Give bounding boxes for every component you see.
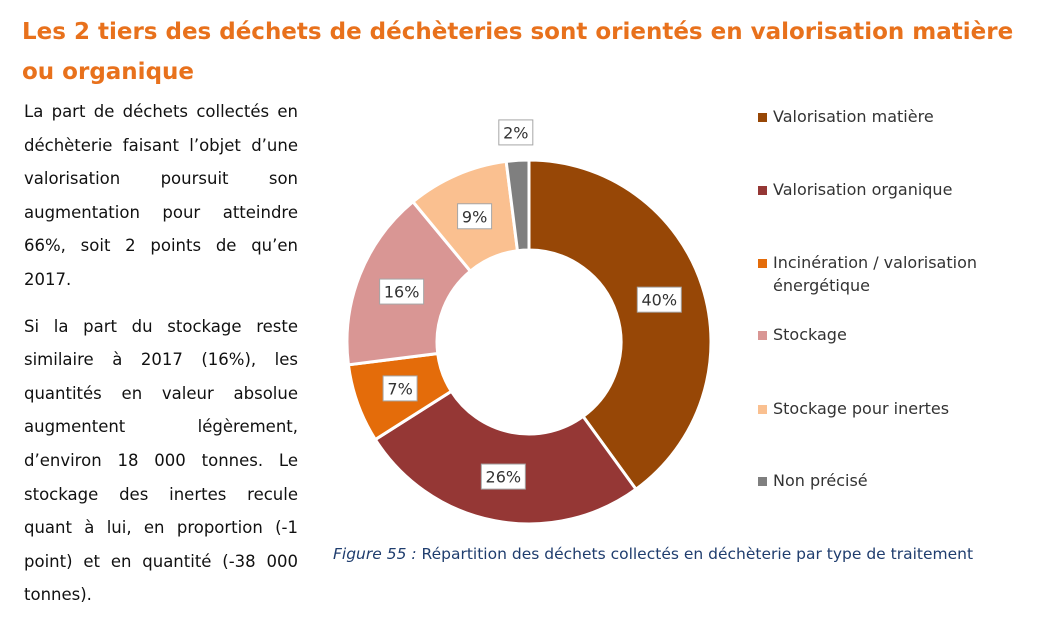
figure-number: Figure 55 : [333, 545, 417, 563]
data-label-box [457, 203, 493, 230]
legend-label: Non précisé [773, 471, 868, 490]
data-label-box [480, 463, 526, 490]
donut-chart: 40% 26% 7% 16% 9% 2% [345, 119, 713, 526]
legend-item-stockage-inertes: Stockage pour inertes [758, 397, 1013, 420]
data-label-box [498, 119, 534, 146]
data-label: 40% [642, 291, 678, 310]
data-label: 7% [387, 379, 412, 398]
figure-caption-text: Répartition des déchets collectés en déc… [421, 545, 974, 563]
donut-slices [345, 158, 713, 526]
data-label-box [379, 278, 425, 305]
data-label: 16% [384, 283, 420, 302]
donut-slice [373, 389, 639, 526]
legend-swatch [758, 477, 767, 486]
donut-slice [504, 158, 531, 253]
legend-label: Valorisation matière [773, 107, 934, 126]
legend-item-non-precise: Non précisé [758, 469, 1013, 492]
data-label: 9% [462, 207, 487, 226]
legend-item-stockage: Stockage [758, 323, 1013, 346]
data-label-box [382, 375, 418, 402]
figure-caption: Figure 55 : Répartition des déchets coll… [333, 545, 973, 563]
legend-label: Valorisation organique [773, 180, 953, 199]
data-label-box [636, 286, 682, 313]
donut-data-labels: 40% 26% 7% 16% 9% 2% [379, 119, 682, 490]
legend-swatch [758, 113, 767, 122]
paragraph-valorisation: La part de déchets collectés en déchèter… [24, 102, 298, 289]
legend-label: Incinération / valorisation énergétique [773, 253, 977, 295]
legend-swatch [758, 186, 767, 195]
donut-slice [527, 158, 713, 492]
legend-swatch [758, 331, 767, 340]
body-text: La part de déchets collectés en déchèter… [24, 95, 298, 625]
paragraph-stockage: Si la part du stockage reste similaire à… [24, 316, 298, 605]
legend-label: Stockage pour inertes [773, 399, 950, 418]
legend-item-incineration: Incinération / valorisation énergétique [758, 251, 1013, 297]
data-label: 26% [486, 468, 522, 487]
legend-item-valorisation-matiere: Valorisation matière [758, 105, 1013, 128]
data-label: 2% [503, 123, 528, 142]
legend-swatch [758, 405, 767, 414]
legend-swatch [758, 259, 767, 268]
legend-item-valorisation-organique: Valorisation organique [758, 178, 1013, 201]
legend-label: Stockage [773, 325, 847, 344]
section-heading: Les 2 tiers des déchets de déchèteries s… [22, 19, 1014, 85]
